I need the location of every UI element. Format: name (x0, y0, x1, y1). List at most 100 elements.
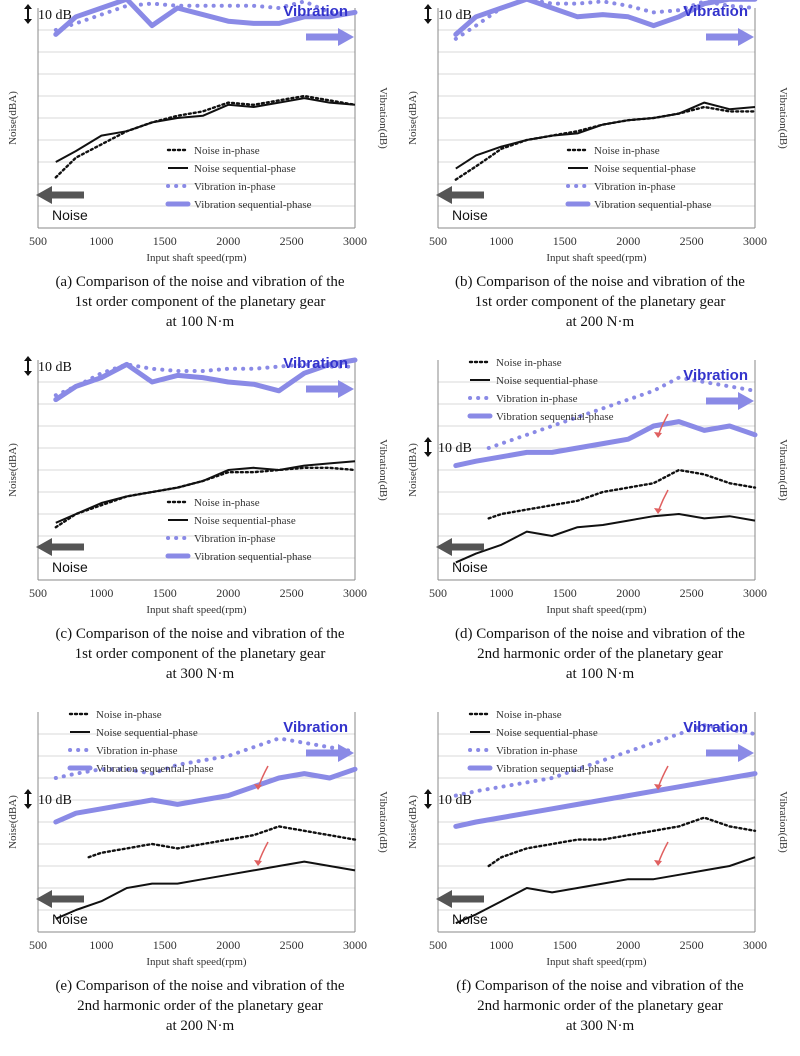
x-tick-label: 2000 (216, 938, 240, 952)
legend-label: Vibration in-phase (496, 745, 578, 757)
legend: Noise in-phase Noise sequential-phase Vibr… (467, 357, 614, 423)
y-axis-label-left: Noise(dBA) (407, 443, 419, 497)
annotation-arrowhead (654, 508, 662, 514)
chart-svg-a: 500 1000 1500 2000 2500 3000 Input shaft speed… (7, 0, 389, 264)
noise-label: Noise (52, 911, 88, 927)
x-tick-label: 1500 (153, 234, 177, 248)
noise-arrow-icon-head (436, 538, 452, 556)
caption-line: (f) Comparison of the noise and vibratio… (456, 978, 744, 994)
vibration-arrow-icon-shaft (306, 749, 338, 757)
y-axis-label-right: Vibration(dB) (377, 439, 389, 501)
scale-bar-arrow-down (24, 804, 32, 809)
x-tick-label: 2000 (216, 234, 240, 248)
legend: Noise in-phase Noise sequential-phase Vibr… (165, 145, 312, 211)
chart-panel-d: 500 1000 1500 2000 2500 3000 Input shaft speed… (400, 352, 800, 704)
noise-arrow-icon (436, 186, 484, 204)
scale-bar: 10 dB (424, 437, 472, 457)
legend: Noise in-phase Noise sequential-phase Vibr… (67, 709, 214, 775)
x-tick-label: 2500 (680, 938, 704, 952)
gridlines (438, 381, 755, 559)
legend-label: Vibration in-phase (496, 393, 578, 405)
noise-label: Noise (452, 207, 488, 223)
x-tick-label: 1000 (89, 938, 113, 952)
x-tick-label: 500 (429, 586, 447, 600)
caption-f: (f) Comparison of the noise and vibratio… (400, 976, 800, 1036)
chart-panel-e: 500 1000 1500 2000 2500 3000 Input shaft speed… (0, 704, 400, 1056)
chart-panel-b: 500 1000 1500 2000 2500 3000 Input shaft speed… (400, 0, 800, 352)
chart-svg-e: 500 1000 1500 2000 2500 3000 Input shaft speed… (7, 709, 389, 968)
caption-line: 1st order component of the planetary gea… (474, 294, 726, 310)
caption-line: at 200 N·m (565, 314, 635, 330)
series-line-1 (487, 816, 757, 868)
legend-label: Noise sequential-phase (194, 163, 296, 175)
x-tick-label: 2500 (680, 586, 704, 600)
vibration-arrow-icon-shaft (706, 749, 738, 757)
legend: Noise in-phase Noise sequential-phase Vibr… (165, 497, 312, 563)
vibration-arrow-icon-shaft (706, 33, 738, 41)
series-line-4 (453, 419, 758, 469)
x-tick-label: 2000 (616, 938, 640, 952)
vibration-arrow-icon (706, 392, 754, 410)
x-tick-label: 3000 (343, 938, 367, 952)
legend-label: Noise sequential-phase (594, 163, 696, 175)
legend-label: Vibration sequential-phase (96, 763, 214, 775)
caption-line: 2nd harmonic order of the planetary gear (477, 646, 723, 662)
x-tick-label: 2000 (616, 234, 640, 248)
scale-bar: 10 dB (24, 789, 72, 809)
caption-line: (e) Comparison of the noise and vibratio… (55, 978, 345, 994)
y-axis-label-left: Noise(dBA) (7, 795, 19, 849)
noise-arrow-icon-head (436, 890, 452, 908)
noise-label: Noise (452, 559, 488, 575)
chart-svg-f: 500 1000 1500 2000 2500 3000 Input shaft speed… (407, 709, 789, 968)
vibration-arrow-icon-head (738, 28, 754, 46)
caption-line: (d) Comparison of the noise and vibratio… (455, 626, 745, 642)
chart-svg-d: 500 1000 1500 2000 2500 3000 Input shaft speed… (407, 357, 789, 616)
legend-label: Noise in-phase (96, 709, 162, 721)
scale-bar-arrow-down (424, 804, 432, 809)
x-tick-label: 500 (29, 234, 47, 248)
scale-bar-label: 10 dB (38, 8, 72, 23)
legend-label: Vibration sequential-phase (496, 411, 614, 423)
scale-bar-arrow-up (424, 789, 432, 794)
scale-bar: 10 dB (424, 789, 472, 809)
chart-panel-a: 500 1000 1500 2000 2500 3000 Input shaft speed… (0, 0, 400, 352)
annotation-arrowhead (254, 784, 262, 790)
x-tick-label: 2500 (280, 938, 304, 952)
chart-svg-c: 500 1000 1500 2000 2500 3000 Input shaft speed… (7, 355, 389, 616)
noise-arrow-icon-shaft (52, 895, 84, 903)
y-axis-label-right: Vibration(dB) (777, 791, 789, 853)
noise-label: Noise (452, 911, 488, 927)
x-tick-label: 2000 (216, 586, 240, 600)
noise-arrow-icon (36, 538, 84, 556)
noise-arrow-icon-head (436, 186, 452, 204)
scale-bar-label: 10 dB (38, 793, 72, 808)
series-line-1 (87, 825, 357, 859)
x-tick-label: 2500 (680, 234, 704, 248)
scale-bar-arrow-up (24, 356, 32, 361)
x-axis-label: Input shaft speed(rpm) (146, 252, 247, 264)
gridlines (38, 733, 355, 911)
vibration-label: Vibration (683, 367, 748, 384)
series-line-2 (455, 856, 756, 925)
vibration-arrow-icon-head (338, 380, 354, 398)
vibration-arrow-icon-shaft (306, 33, 338, 41)
scale-bar: 10 dB (424, 4, 472, 24)
caption-b: (b) Comparison of the noise and vibratio… (400, 272, 800, 332)
x-axis-label: Input shaft speed(rpm) (546, 956, 647, 968)
scale-bar-arrow-down (24, 19, 32, 24)
x-tick-label: 1000 (89, 234, 113, 248)
caption-line: at 100 N·m (565, 666, 635, 682)
caption-line: at 100 N·m (165, 314, 235, 330)
scale-bar: 10 dB (24, 4, 72, 24)
scale-bar-arrow-up (424, 437, 432, 442)
noise-arrow-icon-shaft (452, 191, 484, 199)
legend-label: Noise in-phase (594, 145, 660, 157)
caption-line: (c) Comparison of the noise and vibratio… (55, 626, 345, 642)
noise-arrow-icon-shaft (452, 895, 484, 903)
legend-label: Vibration in-phase (96, 745, 178, 757)
y-axis-label-right: Vibration(dB) (777, 439, 789, 501)
legend: Noise in-phase Noise sequential-phase Vibr… (565, 145, 712, 211)
x-tick-label: 1500 (553, 938, 577, 952)
x-tick-label: 2500 (280, 234, 304, 248)
noise-arrow-icon-head (36, 890, 52, 908)
